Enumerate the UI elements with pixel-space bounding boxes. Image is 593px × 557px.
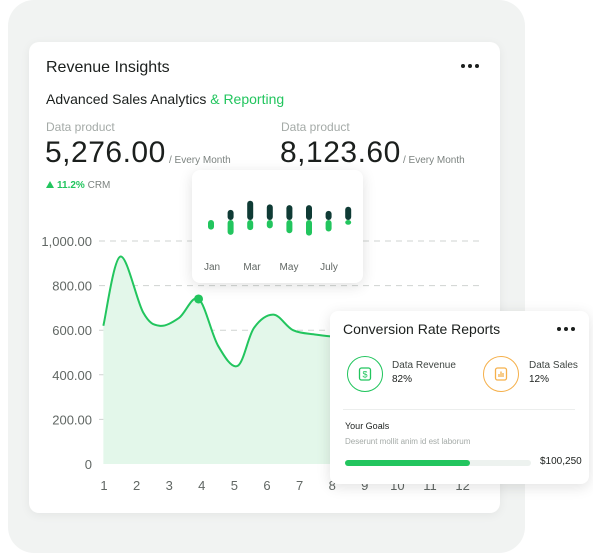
bar-lower <box>286 220 293 234</box>
monthly-bar-chart: Jan Mar May July <box>204 200 352 273</box>
monthly-bar-chart-card: Jan Mar May July <box>192 170 363 283</box>
goals-subtitle: Deserunt mollit anim id est laborum <box>345 437 471 446</box>
series-line <box>102 255 336 368</box>
x-tick-label: July <box>320 262 338 273</box>
x-tick-label: Mar <box>243 262 261 273</box>
metric-2-label: Data product <box>281 120 350 134</box>
x-tick-label: 3 <box>166 478 173 493</box>
bar-upper <box>266 204 273 220</box>
metric-1-value: 5,276.00 <box>45 136 166 169</box>
trend-indicator: 11.2% CRM <box>46 180 110 191</box>
metric-2-value: 8,123.60 <box>280 136 401 169</box>
data-revenue-icon: $ <box>347 356 383 392</box>
y-tick-label: 400.00 <box>52 368 92 383</box>
y-tick-label: 1,000.00 <box>41 234 92 249</box>
y-tick-label: 600.00 <box>52 323 92 338</box>
subtitle-accent: & Reporting <box>210 91 285 107</box>
bar-upper <box>247 200 254 220</box>
x-tick-label: 5 <box>231 478 238 493</box>
bar-lower <box>325 220 332 232</box>
metric-1-label: Data product <box>46 120 115 134</box>
bar-lower <box>208 220 214 230</box>
x-tick-label: May <box>280 262 299 273</box>
card-subtitle: Advanced Sales Analytics & Reporting <box>46 91 284 107</box>
data-sales-label: Data Sales <box>529 360 578 371</box>
x-tick-label: 2 <box>133 478 140 493</box>
x-tick-label: Jan <box>204 262 220 273</box>
x-tick-label: 1 <box>100 478 107 493</box>
trend-percent: 11.2% <box>57 180 85 191</box>
x-tick-label: 7 <box>296 478 303 493</box>
metric-2-period: / Every Month <box>403 155 465 166</box>
subtitle-main: Advanced Sales Analytics <box>46 91 207 107</box>
dollar-icon: $ <box>358 367 372 381</box>
card-title: Revenue Insights <box>46 59 170 76</box>
x-tick-label: 6 <box>263 478 270 493</box>
data-sales-value: 12% <box>529 374 550 385</box>
x-tick-label: 8 <box>329 478 336 493</box>
bar-lower <box>266 220 273 229</box>
x-tick-label: 9 <box>361 478 368 493</box>
divider <box>343 409 575 410</box>
data-sales-icon <box>483 356 519 392</box>
data-revenue-label: Data Revenue <box>392 360 456 371</box>
trend-label: CRM <box>87 180 111 191</box>
bar-lower <box>345 220 352 225</box>
data-revenue-value: 82% <box>392 374 413 385</box>
bar-lower <box>247 220 254 231</box>
bar-upper <box>325 210 332 220</box>
triangle-up-icon <box>46 181 54 188</box>
more-options-icon[interactable] <box>557 327 575 331</box>
highlighted-point <box>194 294 204 304</box>
svg-text:$: $ <box>362 370 367 380</box>
bar-upper <box>345 206 352 220</box>
area-fill <box>103 256 336 464</box>
bar-upper <box>306 205 312 220</box>
conversion-rate-card: Conversion Rate Reports $ Data Revenue 8… <box>330 311 589 484</box>
goals-title: Your Goals <box>345 421 390 431</box>
bar-upper <box>227 209 234 220</box>
x-tick-label: 4 <box>198 478 205 493</box>
bar-lower <box>227 220 234 235</box>
revenue-area-chart: 0 200.00 400.00 600.00 800.00 1,000.00 1 2 3 4 5 6 7… <box>41 234 480 493</box>
metric-1-period: / Every Month <box>169 155 231 166</box>
more-options-icon[interactable] <box>461 64 479 68</box>
bar-upper <box>286 205 293 220</box>
y-tick-label: 0 <box>85 457 92 472</box>
bar-lower <box>306 220 312 236</box>
conversion-title: Conversion Rate Reports <box>343 321 501 337</box>
y-tick-label: 800.00 <box>52 279 92 294</box>
goals-amount: $100,250 <box>540 456 582 467</box>
bar-chart-icon <box>494 367 508 381</box>
goals-progress-fill <box>345 460 470 466</box>
y-tick-label: 200.00 <box>52 412 92 427</box>
goals-progress-bar <box>345 460 531 466</box>
